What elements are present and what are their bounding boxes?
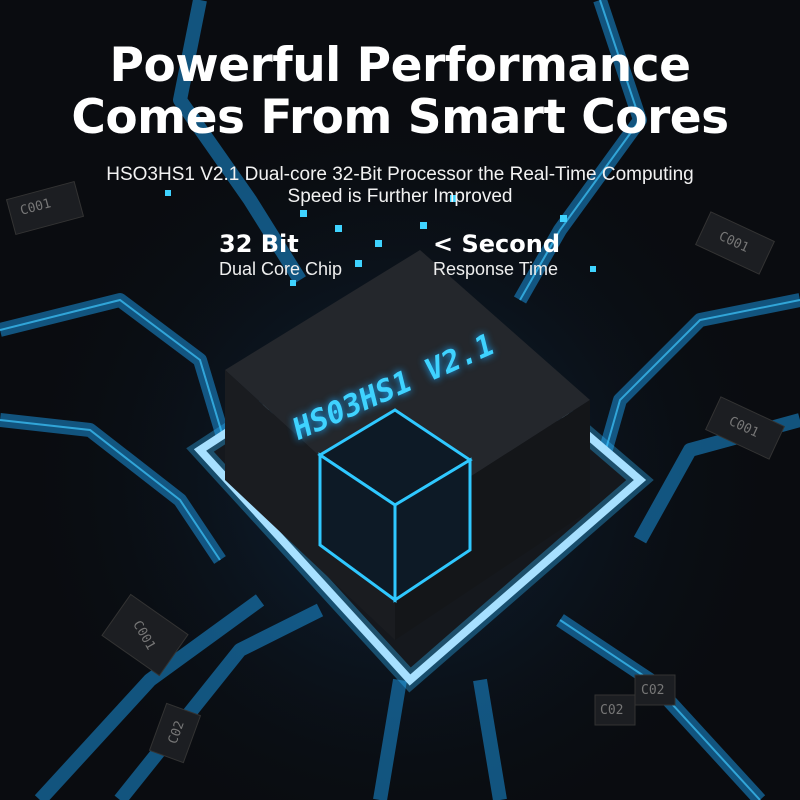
headline-line-1: Powerful Performance — [109, 38, 691, 93]
headline: Powerful Performance Comes From Smart Co… — [0, 40, 800, 144]
feature-label: Response Time — [433, 259, 559, 279]
headline-line-2: Comes From Smart Cores — [71, 90, 729, 145]
feature-value: 32 Bit — [219, 230, 299, 258]
feature-value: < Second — [433, 230, 561, 258]
feature-32-bit: 32 Bit Dual Core Chip — [219, 230, 342, 280]
feature-response-time: < Second Response Time — [433, 230, 560, 280]
subtitle: HSO3HS1 V2.1 Dual-core 32-Bit Processor … — [40, 164, 760, 208]
feature-label: Dual Core Chip — [219, 259, 343, 279]
subtitle-line-1: HSO3HS1 V2.1 Dual-core 32-Bit Processor … — [106, 164, 694, 185]
component-label: C02 — [641, 683, 665, 698]
subtitle-line-2: Speed is Further Improved — [287, 186, 513, 207]
component-label: C02 — [600, 703, 624, 718]
